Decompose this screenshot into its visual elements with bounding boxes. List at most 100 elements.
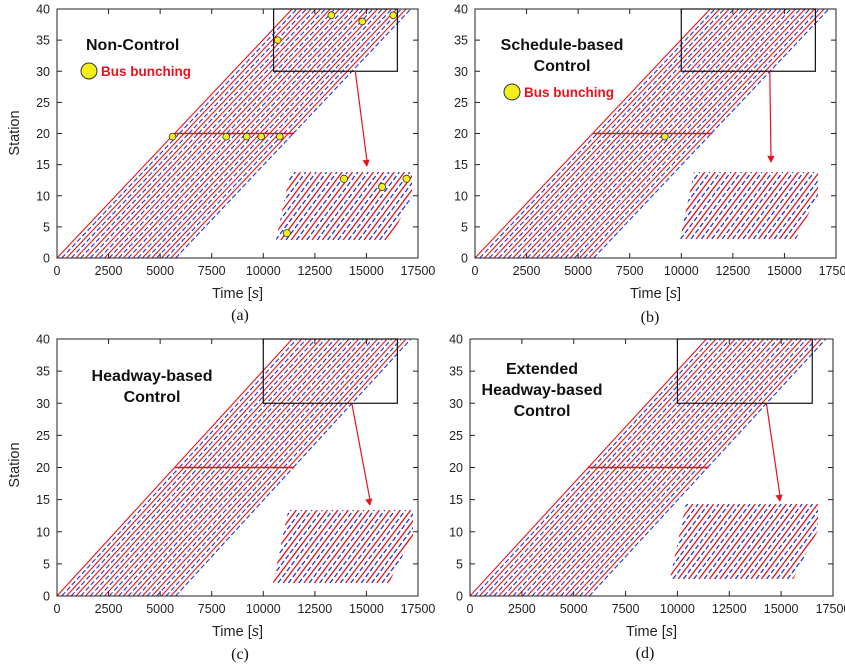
x-tick-label: 2500 <box>513 264 541 278</box>
x-tick-label: 15000 <box>349 264 384 278</box>
trajectory-lower-red <box>57 133 175 258</box>
trajectory-lower-blue <box>137 467 256 596</box>
x-tick-label: 2500 <box>95 602 123 616</box>
trajectory-upper-blue <box>602 339 722 468</box>
trajectory-lower-blue <box>118 467 237 596</box>
inset-trajectory-blue <box>358 172 411 240</box>
bunching-point <box>275 132 284 141</box>
subplot-label: (c) <box>231 646 249 663</box>
inset-trajectory-red <box>313 510 370 583</box>
trajectory-lower-blue <box>61 467 180 596</box>
y-tick-label: 5 <box>43 220 50 234</box>
trajectory-lower-red <box>170 133 289 258</box>
inset-trajectory-red <box>760 504 818 579</box>
y-tick-label: 30 <box>449 397 463 411</box>
panel-title-line: Control <box>124 389 181 406</box>
trajectory-upper-red <box>174 339 293 468</box>
inset-trajectory-red <box>353 172 406 240</box>
inset-trajectory-red <box>470 510 525 583</box>
trajectory-lower-blue <box>89 133 209 258</box>
x-tick-label: 17500 <box>401 264 436 278</box>
trajectory-lower-red <box>569 133 688 258</box>
trajectory-upper-blue <box>207 9 326 134</box>
inset-trajectory-red <box>747 172 799 239</box>
inset-trajectory-red <box>276 172 312 240</box>
inset-trajectory-red <box>200 510 255 583</box>
trajectory-lower-red <box>560 133 679 258</box>
y-tick-label: 40 <box>36 3 50 17</box>
inset-lines <box>680 172 845 239</box>
inset-trajectory-red <box>716 172 768 239</box>
trajectory-lower-blue <box>526 133 646 258</box>
bunching-point <box>273 36 282 44</box>
inset-trajectory-blue <box>672 504 730 579</box>
trajectory-lower-red <box>555 467 675 596</box>
x-axis-label-unit: s <box>666 624 673 640</box>
inset-trajectory-red <box>273 510 297 583</box>
x-axis-label-unit: s <box>252 286 259 302</box>
trajectory-upper-blue <box>178 9 298 134</box>
inset-trajectory-red <box>680 172 706 239</box>
trajectory-upper-blue <box>188 9 307 134</box>
y-tick-label: 35 <box>36 34 50 48</box>
inset-trajectory-blue <box>700 172 753 239</box>
trajectory-lower-blue <box>579 467 699 596</box>
trajectory-lower-red <box>57 467 175 596</box>
y-tick-label: 20 <box>449 461 463 475</box>
trajectory-lower-blue <box>61 133 180 258</box>
y-tick-label: 10 <box>449 525 463 539</box>
inset-trajectory-red <box>821 172 845 239</box>
trajectory-upper-red <box>183 339 303 468</box>
inset-trajectory-blue <box>839 504 845 579</box>
zoom-box <box>273 8 398 72</box>
inset-trajectory-blue <box>766 504 818 579</box>
subplot-a: 0 2500 5000 7500 10000 12500 15000 175000510152… <box>7 3 436 325</box>
trajectory-lower-red <box>517 467 637 596</box>
trajectory-lower-red <box>531 133 650 258</box>
trajectory-lower-blue <box>156 133 275 258</box>
x-tick-label: 7500 <box>198 264 226 278</box>
y-tick-label: 10 <box>36 189 50 203</box>
y-tick-label: 15 <box>36 493 50 507</box>
trajectory-upper-blue <box>596 9 716 134</box>
y-tick-label: 35 <box>36 365 50 379</box>
y-tick-label: 10 <box>36 525 50 539</box>
trajectory-lower-red <box>94 133 213 258</box>
trajectory-lower-red <box>536 467 656 596</box>
inset-trajectory-blue <box>711 172 763 239</box>
x-axis-label-suffix: ] <box>673 624 677 640</box>
trajectory-lower-red <box>132 467 251 596</box>
x-tick-label: 10000 <box>246 602 281 616</box>
y-tick-label: 30 <box>454 65 468 79</box>
inset-trajectory-blue <box>680 172 721 239</box>
x-axis-label-suffix: ] <box>677 286 681 302</box>
x-tick-label: 0 <box>54 602 61 616</box>
inset-trajectory-blue <box>670 504 699 579</box>
trajectory-lower-red <box>470 467 589 596</box>
zoom-arrow-head <box>767 155 775 163</box>
panel-title-line: Schedule-based <box>501 37 624 54</box>
y-tick-label: 25 <box>454 96 468 110</box>
trajectory-lower-red <box>132 133 251 258</box>
zoom-box <box>676 338 813 404</box>
inset-trajectory-red <box>834 504 845 579</box>
trajectory-lower-red <box>123 467 242 596</box>
bunching-legend-label: Bus bunching <box>524 85 614 100</box>
trajectory-lower-blue <box>560 467 680 596</box>
trajectory-lower-blue <box>541 467 661 596</box>
bunching-point <box>660 132 669 141</box>
inset-trajectory-blue <box>347 172 400 240</box>
trajectory-lower-blue <box>555 133 674 258</box>
x-tick-label: 17500 <box>401 602 436 616</box>
bunching-legend-label: Bus bunching <box>101 64 191 79</box>
inset-trajectory-red <box>321 172 374 240</box>
inset-trajectory-blue <box>350 510 407 583</box>
inset-trajectory-blue <box>680 172 732 239</box>
trajectory-lower-blue <box>536 133 655 258</box>
trajectory-lower-red <box>104 133 223 258</box>
trajectory-lower-blue <box>588 467 708 596</box>
subplot-label: (a) <box>231 307 249 324</box>
trajectory-lower-blue <box>512 467 632 596</box>
trajectory-lower-red <box>479 467 599 596</box>
inset-trajectory-blue <box>776 504 818 579</box>
